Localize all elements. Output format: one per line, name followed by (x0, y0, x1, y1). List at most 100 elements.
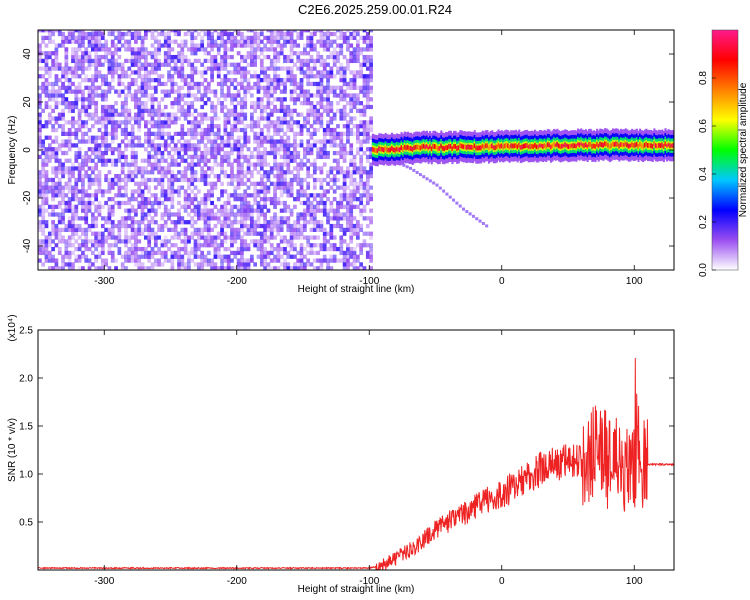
noise-cell (306, 262, 311, 267)
noise-cell (362, 239, 367, 244)
noise-cell (299, 231, 304, 236)
noise-cell (147, 51, 152, 56)
noise-cell (319, 30, 324, 33)
noise-cell (226, 197, 231, 202)
noise-cell (44, 89, 49, 94)
noise-cell (64, 120, 69, 125)
noise-cell (160, 30, 165, 33)
noise-cell (273, 223, 277, 229)
noise-cell (51, 258, 55, 263)
noise-cell (346, 220, 350, 225)
noise-cell (206, 174, 211, 179)
noise-cell (273, 66, 277, 71)
noise-cell (299, 258, 304, 263)
noise-cell (87, 101, 92, 106)
noise-cell (299, 162, 304, 167)
noise-cell (200, 135, 205, 140)
noise-cell (81, 250, 85, 256)
noise-cell (223, 208, 228, 213)
noise-cell (167, 43, 171, 48)
noise-cell (87, 185, 92, 190)
noise-cell (220, 223, 224, 229)
noise-cell (107, 212, 112, 217)
noise-cell (273, 246, 277, 252)
noise-cell (173, 223, 178, 229)
noise-cell (150, 31, 155, 37)
noise-cell (293, 204, 297, 209)
noise-cell (259, 185, 264, 190)
noise-cell (44, 246, 49, 252)
noise-cell (286, 35, 291, 40)
noise-cell (134, 54, 138, 60)
noise-cell (163, 112, 168, 117)
noise-cell (303, 70, 307, 75)
noise-cell (299, 266, 304, 270)
noise-cell (332, 47, 337, 52)
noise-cell (299, 93, 304, 98)
noise-cell (243, 197, 248, 202)
noise-cell (226, 70, 231, 75)
noise-cell (67, 143, 72, 148)
noise-cell (216, 250, 221, 256)
noise-cell (77, 246, 82, 252)
noise-cell (110, 104, 115, 110)
noise-cell (369, 231, 373, 236)
noise-cell (57, 185, 62, 190)
noise-cell (127, 47, 132, 52)
noise-cell (100, 135, 105, 140)
noise-cell (47, 74, 52, 79)
noise-cell (87, 174, 92, 179)
noise-cell (54, 97, 59, 102)
noise-cell (276, 74, 281, 79)
noise-cell (289, 70, 294, 75)
noise-cell (240, 227, 244, 232)
noise-cell (67, 204, 72, 209)
noise-cell (190, 231, 195, 236)
noise-cell (163, 89, 168, 94)
noise-cell (346, 81, 350, 87)
band-cell (421, 144, 424, 150)
noise-cell (230, 223, 234, 229)
noise-cell (157, 58, 161, 64)
noise-cell (233, 158, 238, 163)
noise-cell (61, 216, 65, 221)
noise-cell (273, 212, 277, 217)
noise-cell (137, 185, 142, 190)
noise-cell (243, 93, 248, 98)
noise-cell (77, 127, 82, 133)
noise-cell (210, 131, 214, 136)
noise-cell (137, 85, 142, 90)
noise-cell (57, 31, 62, 37)
noise-cell (312, 131, 317, 136)
noise-cell (279, 220, 284, 225)
noise-cell (127, 212, 132, 217)
noise-cell (190, 235, 195, 240)
noise-cell (97, 43, 102, 48)
noise-cell (329, 43, 334, 48)
band-peak-cell (538, 144, 542, 147)
noise-cell (104, 74, 108, 79)
noise-cell (243, 39, 248, 44)
noise-cell (120, 262, 125, 267)
noise-cell (140, 177, 145, 183)
noise-cell (157, 197, 161, 202)
noise-cell (170, 220, 175, 225)
noise-cell (269, 120, 274, 125)
noise-cell (163, 220, 168, 225)
noise-cell (144, 147, 148, 152)
noise-cell (296, 31, 301, 37)
noise-cell (286, 147, 291, 152)
noise-cell (253, 85, 258, 90)
noise-cell (173, 97, 178, 102)
noise-cell (107, 81, 112, 87)
band-cell (467, 144, 470, 150)
noise-cell (286, 243, 291, 248)
noise-cell (54, 258, 59, 263)
noise-cell (322, 246, 327, 252)
noise-cell (346, 243, 350, 248)
noise-cell (359, 143, 364, 148)
noise-cell (87, 116, 92, 121)
band-cell (499, 144, 502, 149)
noise-cell (193, 231, 198, 236)
noise-cell (87, 200, 92, 206)
